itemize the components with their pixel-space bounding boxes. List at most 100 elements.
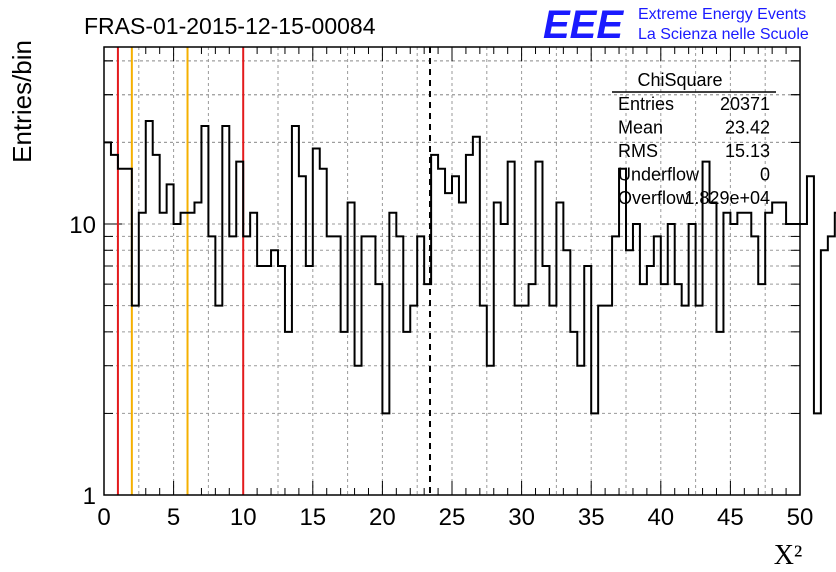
histogram-bin <box>174 224 181 495</box>
histogram-bin <box>633 224 640 495</box>
histogram-bin <box>188 213 195 495</box>
histogram-bin <box>716 332 723 495</box>
histogram-bin <box>181 213 188 495</box>
histogram-bin <box>403 332 410 495</box>
histogram-outline <box>104 119 836 415</box>
histogram-bin <box>292 126 299 495</box>
histogram-bin <box>153 155 160 495</box>
histogram-bin <box>536 162 543 495</box>
histogram-bin <box>382 413 389 495</box>
histogram-bin <box>139 213 146 495</box>
histogram-bin <box>584 266 591 495</box>
eee-logo-mark: EEE <box>543 3 624 47</box>
histogram-bin <box>410 306 417 495</box>
histogram-bin <box>487 366 494 495</box>
histogram-bin <box>362 236 369 495</box>
y-axis-title: Entries/bin <box>7 40 37 163</box>
histogram-bin <box>389 213 396 495</box>
x-tick-label: 0 <box>97 504 110 531</box>
logo-line-2: La Scienza nelle Scuole <box>638 26 809 43</box>
stats-label-mean: Mean <box>618 118 663 138</box>
histogram-bin <box>689 224 696 495</box>
histogram-bin <box>466 155 473 495</box>
histogram-bin <box>215 306 222 495</box>
histogram-bin <box>396 236 403 495</box>
histogram-bin <box>828 236 835 495</box>
histogram-bin <box>480 306 487 495</box>
stats-value-mean: 23.42 <box>725 118 770 138</box>
histogram-bin <box>236 162 243 495</box>
histogram-bin <box>598 306 605 495</box>
histogram-bin <box>647 266 654 495</box>
histogram-bin <box>522 306 529 495</box>
x-tick-label: 30 <box>508 504 535 531</box>
histogram-bin <box>549 306 556 495</box>
histogram-bin <box>278 266 285 495</box>
histogram-bin <box>612 236 619 495</box>
histogram-bin <box>348 203 355 495</box>
logo-line-1: Extreme Energy Events <box>638 6 806 23</box>
histogram-bin <box>118 169 125 495</box>
histogram-bin <box>334 236 341 495</box>
histogram-bin <box>125 169 132 495</box>
histogram-bin <box>417 236 424 495</box>
histogram-bin <box>494 203 501 495</box>
histogram-bin <box>786 224 793 495</box>
histogram-bin <box>320 169 327 495</box>
histogram-bin <box>563 250 570 495</box>
histogram-bin <box>765 213 772 495</box>
stats-label-entries: Entries <box>618 94 674 114</box>
stats-value-underflow: 0 <box>760 165 770 185</box>
histogram-bin <box>327 236 334 495</box>
histogram-bin <box>758 284 765 495</box>
histogram-bin <box>821 250 828 495</box>
histogram-bin <box>201 126 208 495</box>
histogram-bin <box>501 224 508 495</box>
histogram-bin <box>229 236 236 495</box>
histogram-bin <box>355 366 362 495</box>
stats-label-rms: RMS <box>618 141 658 161</box>
x-tick-label: 15 <box>299 504 326 531</box>
histogram-bin <box>243 236 250 495</box>
stats-box-name: ChiSquare <box>637 70 722 90</box>
histogram-bin <box>445 193 452 495</box>
stats-label-overflow: Overflow <box>618 188 690 208</box>
y-tick-label: 1 <box>83 483 96 510</box>
histogram-bin <box>675 284 682 495</box>
run-title: FRAS-01-2015-12-15-00084 <box>84 13 376 39</box>
histogram-bin <box>529 284 536 495</box>
x-axis-title: X² <box>774 540 803 571</box>
histogram-bin <box>313 148 320 495</box>
stats-value-overflow: 1.829e+04 <box>684 188 770 208</box>
stats-value-entries: 20371 <box>720 94 770 114</box>
histogram-bin <box>341 332 348 495</box>
histogram-bin <box>368 236 375 495</box>
histogram-bin <box>779 203 786 495</box>
y-tick-label: 10 <box>69 212 96 239</box>
histogram-bin <box>160 213 167 495</box>
histogram-bin <box>737 213 744 495</box>
histogram-bin <box>591 413 598 495</box>
histogram-bin <box>515 306 522 495</box>
histogram-bin <box>375 284 382 495</box>
plot-frame <box>103 46 801 496</box>
x-tick-label: 40 <box>647 504 674 531</box>
histogram-bin <box>194 203 201 495</box>
histogram-bin <box>250 213 257 495</box>
histogram-bin <box>473 137 480 495</box>
histogram-bin <box>751 236 758 495</box>
stats-value-rms: 15.13 <box>725 141 770 161</box>
histogram-bin <box>542 266 549 495</box>
histogram-bin <box>222 126 229 495</box>
histogram-bin <box>570 332 577 495</box>
histogram-bin <box>800 224 807 495</box>
stats-label-underflow: Underflow <box>618 165 700 185</box>
histogram-bin <box>271 250 278 495</box>
histogram-bin <box>306 266 313 495</box>
histogram-bin <box>668 224 675 495</box>
histogram-bin <box>452 176 459 495</box>
histogram-bin <box>605 306 612 495</box>
histogram-bin <box>793 224 800 495</box>
histogram-bin <box>640 284 647 495</box>
stats-box: ChiSquare Entries 20371 Mean 23.42 RMS 15.13 U… <box>612 70 776 208</box>
